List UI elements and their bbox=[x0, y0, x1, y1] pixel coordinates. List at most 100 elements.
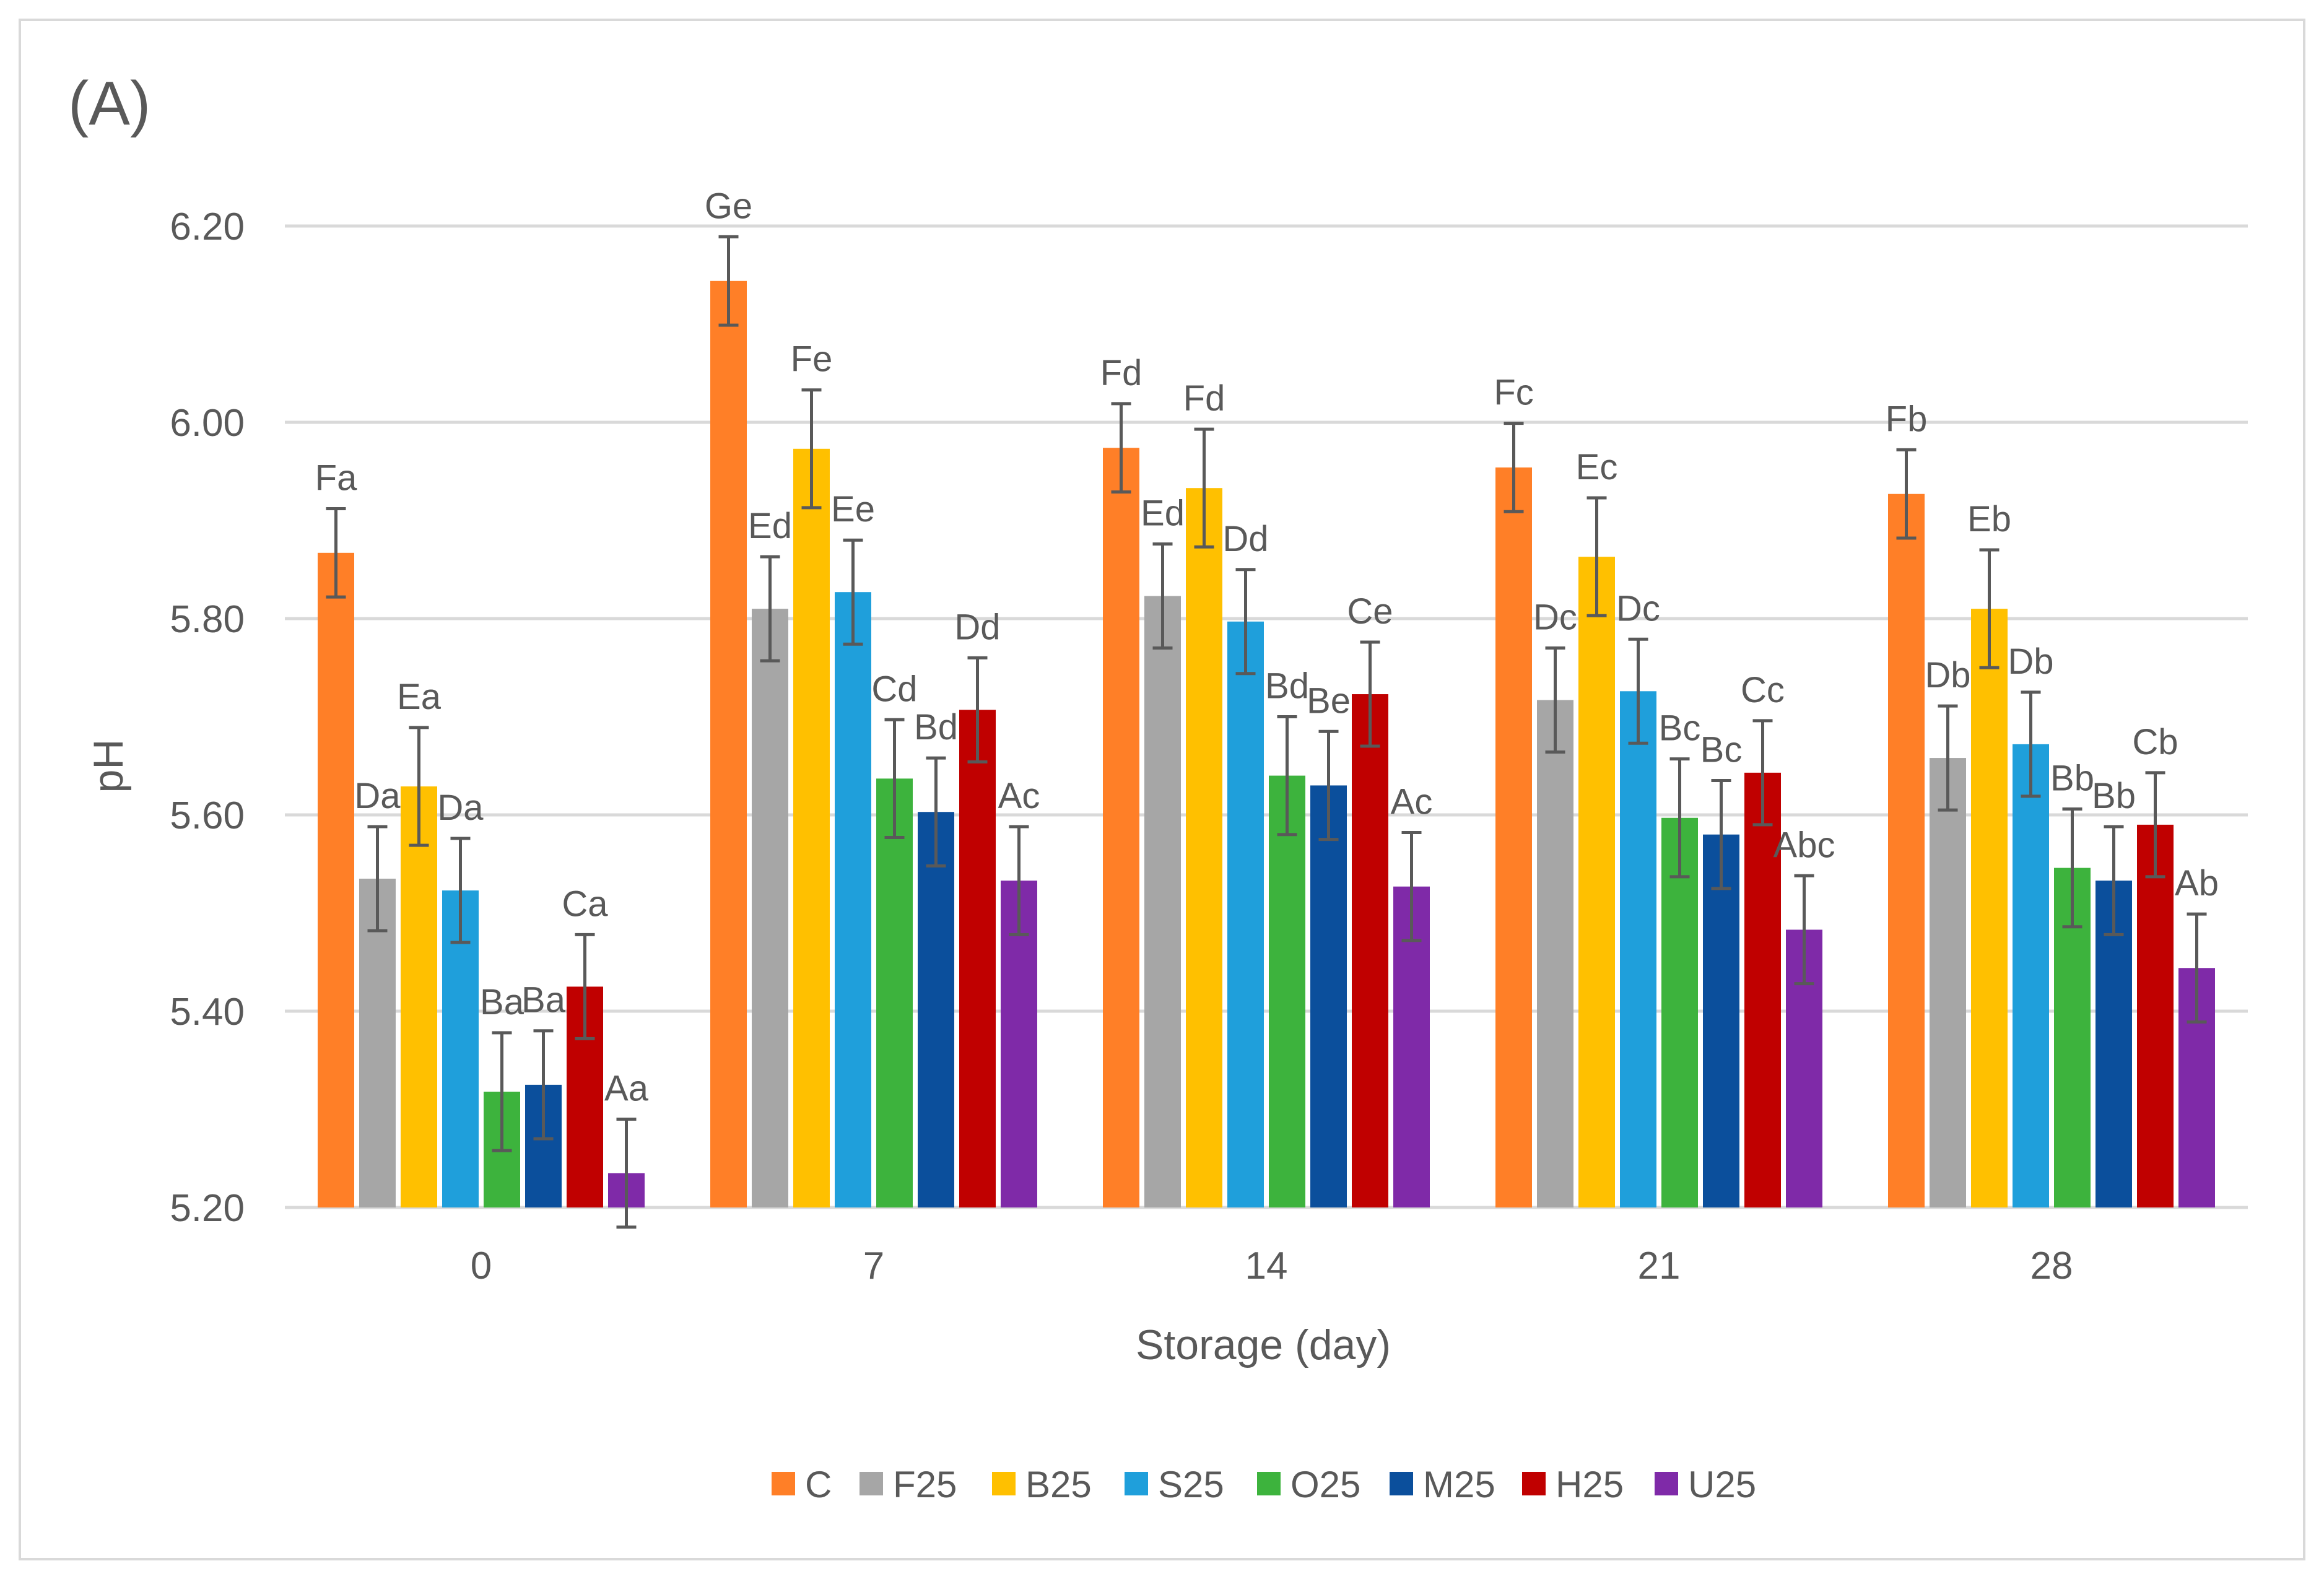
x-tick-label: 28 bbox=[2030, 1245, 2073, 1287]
error-bar bbox=[1545, 646, 1565, 754]
legend-swatch bbox=[992, 1472, 1016, 1495]
data-label: Ec bbox=[1576, 447, 1618, 487]
data-label: Fd bbox=[1100, 353, 1142, 393]
data-label: Fb bbox=[1886, 399, 1928, 439]
error-bar bbox=[1979, 548, 2000, 669]
legend-item-o25: O25 bbox=[1257, 1464, 1360, 1505]
error-bar bbox=[575, 933, 595, 1040]
error-bar bbox=[616, 1117, 637, 1229]
error-bar bbox=[760, 555, 780, 663]
error-bar bbox=[1711, 779, 1731, 890]
x-tick-label: 0 bbox=[471, 1245, 492, 1287]
legend-swatch bbox=[860, 1472, 883, 1495]
data-label: Ed bbox=[1141, 494, 1185, 534]
data-label: Da bbox=[437, 788, 484, 828]
legend-label: C bbox=[805, 1464, 832, 1505]
data-labels: FaDaEaDaBaBaCaAaGeEdFeEeCdBdDdAcFdEdFdDd… bbox=[315, 186, 2219, 1108]
x-tick-label: 21 bbox=[1638, 1245, 1681, 1287]
data-label: Ab bbox=[2175, 863, 2219, 903]
error-bar bbox=[718, 235, 739, 327]
bar-b25-day-14 bbox=[1186, 488, 1222, 1207]
legend-item-b25: B25 bbox=[992, 1464, 1092, 1505]
legend-item-m25: M25 bbox=[1390, 1464, 1495, 1505]
y-tick-label: 5.60 bbox=[170, 794, 245, 837]
data-label: Fe bbox=[791, 339, 833, 380]
x-tick-label: 14 bbox=[1245, 1245, 1288, 1287]
error-bar bbox=[1009, 825, 1029, 936]
error-bar bbox=[1794, 874, 1814, 986]
data-label: Bc bbox=[1700, 730, 1743, 770]
legend-swatch bbox=[1390, 1472, 1413, 1495]
data-label: Bc bbox=[1659, 708, 1701, 749]
data-label: Fa bbox=[315, 458, 357, 498]
error-bar bbox=[2104, 825, 2124, 936]
bar-b25-day-21 bbox=[1578, 557, 1615, 1207]
data-label: Bd bbox=[914, 707, 958, 747]
bar-c-day-28 bbox=[1888, 494, 1925, 1207]
legend-item-h25: H25 bbox=[1522, 1464, 1624, 1505]
bar-f25-day-7 bbox=[752, 609, 788, 1207]
legend-swatch bbox=[1522, 1472, 1546, 1495]
error-bar bbox=[367, 825, 388, 933]
data-label: Abc bbox=[1773, 825, 1835, 865]
error-bar bbox=[1669, 757, 1690, 879]
error-bar bbox=[533, 1029, 554, 1141]
error-bar bbox=[1360, 640, 1380, 748]
data-label: Ce bbox=[1347, 591, 1393, 632]
data-label: Db bbox=[2008, 642, 2053, 682]
y-tick-label: 6.00 bbox=[170, 402, 245, 445]
bar-b25-day-7 bbox=[793, 448, 830, 1208]
bar-f25-day-14 bbox=[1144, 596, 1181, 1207]
legend: C F25 B25 S25 O25 M25 H25 U25 bbox=[772, 1464, 1756, 1505]
bar-h25-day-28 bbox=[2137, 824, 2174, 1207]
error-bar bbox=[1152, 542, 1173, 650]
data-label: Eb bbox=[1967, 499, 2011, 539]
data-label: Ea bbox=[397, 677, 442, 717]
bar-s25-day-14 bbox=[1227, 621, 1264, 1207]
error-bar bbox=[1318, 729, 1339, 842]
data-label: Ba bbox=[480, 982, 524, 1022]
error-bar bbox=[2187, 912, 2207, 1024]
error-bar bbox=[1628, 637, 1648, 745]
bar-b25-day-28 bbox=[1971, 609, 2008, 1207]
data-label: Dd bbox=[954, 607, 1000, 647]
data-label: Ee bbox=[831, 489, 875, 529]
error-bar bbox=[409, 726, 429, 847]
legend-item-c: C bbox=[772, 1464, 832, 1505]
error-bar bbox=[1401, 831, 1422, 942]
x-axis-title: Storage (day) bbox=[1136, 1321, 1391, 1368]
bar-f25-day-28 bbox=[1930, 758, 1966, 1207]
legend-swatch bbox=[1125, 1472, 1148, 1495]
data-label: Dc bbox=[1533, 598, 1577, 638]
legend-label: O25 bbox=[1290, 1464, 1360, 1505]
error-bar bbox=[801, 388, 822, 510]
data-label: Dc bbox=[1616, 588, 1660, 629]
bar-s25-day-7 bbox=[835, 592, 871, 1207]
legend-label: H25 bbox=[1556, 1464, 1624, 1505]
bar-f25-day-0 bbox=[359, 879, 396, 1207]
data-label: Cc bbox=[1741, 670, 1785, 710]
error-bar bbox=[2021, 690, 2041, 798]
bar-f25-day-21 bbox=[1537, 700, 1573, 1207]
x-tick-label: 7 bbox=[863, 1245, 884, 1287]
data-label: Cd bbox=[871, 669, 917, 709]
data-label: Ba bbox=[521, 980, 566, 1020]
x-tick-labels: 0 7 14 21 28 bbox=[471, 1245, 2073, 1287]
error-bar bbox=[450, 837, 471, 944]
bar-h25-day-7 bbox=[959, 710, 996, 1207]
data-label: Ac bbox=[998, 776, 1040, 816]
data-label: Fd bbox=[1183, 378, 1225, 419]
error-bar bbox=[326, 507, 346, 599]
error-bar bbox=[2145, 771, 2165, 879]
error-bar bbox=[967, 656, 988, 763]
data-label: Bb bbox=[2050, 758, 2094, 798]
bar-c-day-14 bbox=[1103, 448, 1139, 1208]
data-label: Be bbox=[1307, 681, 1351, 721]
legend-label: F25 bbox=[893, 1464, 957, 1505]
data-label: Ac bbox=[1391, 782, 1433, 822]
error-bar bbox=[926, 756, 946, 868]
data-label: Da bbox=[354, 776, 401, 816]
legend-item-u25: U25 bbox=[1655, 1464, 1756, 1505]
legend-swatch bbox=[772, 1472, 795, 1495]
error-bar bbox=[1194, 427, 1214, 549]
